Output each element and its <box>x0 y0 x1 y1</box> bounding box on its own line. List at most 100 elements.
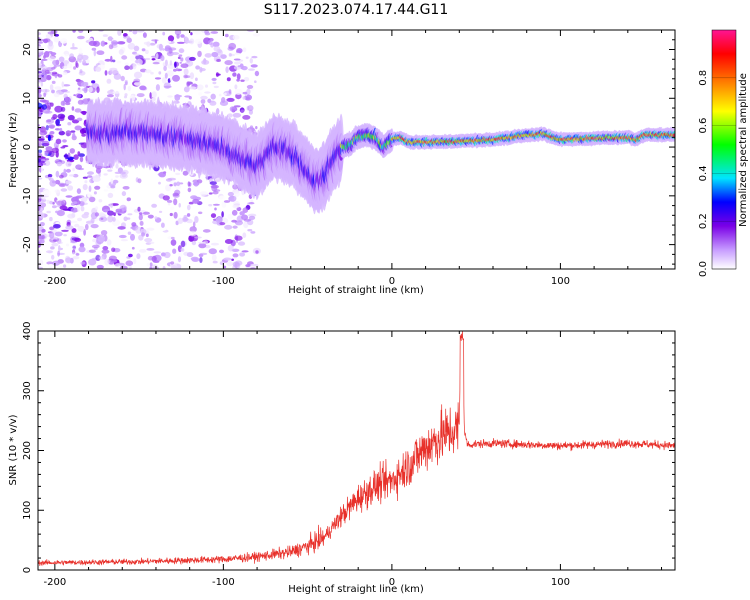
spectrogram-speckle <box>169 212 173 217</box>
spectrogram-speckle <box>245 264 251 268</box>
spectrogram-speckle <box>58 56 65 63</box>
spectrogram-speckle <box>129 65 133 70</box>
spectrogram-speckle <box>44 151 49 157</box>
spectrogram-speckle <box>232 225 238 229</box>
spectrogram-speckle <box>129 55 136 62</box>
spectrogram-speckle <box>193 30 202 35</box>
spectrogram-speckle <box>58 245 61 252</box>
spectrogram-speckle <box>63 154 69 158</box>
spectrogram-speckle <box>71 228 77 233</box>
spectrogram-speckle <box>51 147 60 153</box>
spectrogram-speckle <box>54 231 63 237</box>
spectrogram-speckle <box>77 35 85 40</box>
spectrogram-speckle <box>161 77 167 84</box>
spectrogram-speckle <box>108 44 114 50</box>
spectrogram-speckle <box>38 202 47 208</box>
spectrogram-speckle <box>181 247 185 253</box>
spectrogram-speckle <box>139 85 147 91</box>
spectrogram-speckle <box>188 230 197 237</box>
spectrogram-speckle <box>91 244 100 249</box>
spectrogram-speckle <box>73 94 76 97</box>
spectrogram-speckle <box>39 99 46 103</box>
spectrogram-speckle <box>236 78 240 82</box>
spectrogram-speckle <box>228 42 237 50</box>
spectrogram-speckle <box>239 211 245 216</box>
spectrogram-speckle <box>91 47 97 51</box>
spectrogram-speckle <box>65 168 71 173</box>
spectrogram-speckle <box>246 84 254 89</box>
spectrogram-speckle <box>56 200 65 206</box>
spectrogram-speckle <box>231 209 238 216</box>
spectrogram-speckle <box>45 250 54 254</box>
spectrogram-speckle <box>57 250 60 257</box>
spectrogram-speckle <box>70 207 79 213</box>
spectrogram-speckle <box>214 207 217 211</box>
spectrogram-speckle <box>64 54 70 59</box>
spectrogram-speckle <box>108 189 116 192</box>
spectrogram-speckle <box>248 68 255 71</box>
spectrogram-speckle <box>248 215 256 220</box>
spectrogram-speckle <box>169 77 173 81</box>
spectrogram-speckle <box>153 260 160 264</box>
spectrogram-speckle <box>47 56 56 61</box>
spectrogram-speckle <box>92 175 101 179</box>
spectrogram-speckle <box>120 239 128 242</box>
spectrogram-speckle <box>94 206 99 211</box>
spectrogram-speckle <box>98 212 105 217</box>
snr-x-tick-label: -200 <box>44 577 67 588</box>
spectrogram-speckle <box>198 92 203 96</box>
spectrogram-speckle <box>209 100 217 106</box>
spectrogram-speckle <box>88 185 92 192</box>
snr-x-label: Height of straight line (km) <box>288 584 424 595</box>
spectrogram-speckle <box>53 92 60 98</box>
spectrogram-speckle <box>60 38 68 44</box>
spectrogram-speckle <box>47 60 50 64</box>
spectrogram-speckle <box>232 253 239 258</box>
snr-x-tick-label: 100 <box>551 577 570 588</box>
colorbar-tick-label: 0.4 <box>698 165 709 181</box>
spectrogram-speckle <box>188 86 197 90</box>
spectrogram-speckle <box>180 240 186 248</box>
spectrogram-speckle <box>193 181 199 187</box>
spectrogram-speckle <box>241 250 249 253</box>
spectrogram-speckle <box>244 96 250 100</box>
spectrogram-speckle <box>251 55 258 59</box>
spectrogram-speckle <box>126 197 131 202</box>
spectrogram-speckle <box>88 196 96 203</box>
spectrogram-speckle <box>52 260 60 266</box>
spectrogram-x-tick-label: 100 <box>551 276 570 287</box>
spectrogram-speckle <box>133 81 142 86</box>
spectrogram-speckle <box>211 51 219 58</box>
colorbar-ticks: 0.0 0.2 0.4 0.6 0.8 <box>698 70 736 277</box>
spectrogram-speckle <box>133 258 137 265</box>
snr-y-label: SNR (10 * v/v) <box>8 414 19 485</box>
spectrogram-speckle <box>177 56 181 60</box>
snr-y-tick-label: 0 <box>22 567 33 573</box>
spectrogram-speckle <box>209 181 217 186</box>
spectrogram-speckle <box>180 57 184 62</box>
spectrogram-speckle <box>59 127 63 132</box>
spectrogram-speckle <box>137 178 142 184</box>
spectrogram-speckle <box>226 97 235 102</box>
spectrogram-speckle <box>231 219 238 223</box>
spectrogram-speckle <box>162 48 165 51</box>
spectrogram-speckle <box>135 226 142 234</box>
spectrogram-speckle <box>176 41 185 44</box>
spectrogram-speckle <box>164 59 168 67</box>
spectrogram-speckle <box>52 114 58 120</box>
spectrogram-speckle <box>96 86 100 93</box>
spectrogram-speckle <box>72 132 76 138</box>
spectrogram-speckle <box>90 224 99 229</box>
spectrogram-speckle <box>172 74 180 82</box>
spectrogram-speckle <box>130 233 135 241</box>
spectrogram-speckle <box>44 158 50 161</box>
spectrogram-speckle <box>101 249 110 254</box>
spectrogram-speckle <box>96 50 105 55</box>
spectrogram-speckle <box>61 81 65 88</box>
spectrogram-speckle <box>38 111 42 119</box>
spectrogram-speckle <box>40 166 44 174</box>
spectrogram-speckle <box>65 180 72 185</box>
spectrogram-speckle <box>58 241 63 244</box>
spectrogram-speckle <box>218 93 222 97</box>
